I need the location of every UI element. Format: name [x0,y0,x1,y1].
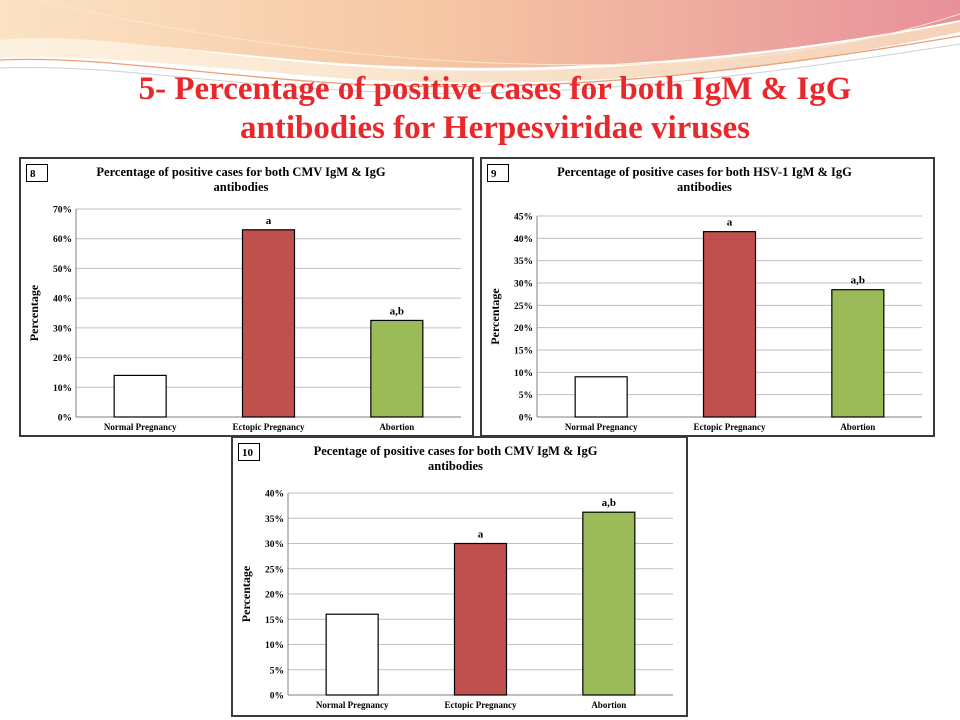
y-tick-label: 40% [265,490,284,500]
y-tick-label: 0% [270,692,284,702]
x-tick-label: Normal Pregnancy [316,700,389,710]
x-tick-label: Normal Pregnancy [104,422,177,432]
y-tick-label: 25% [514,302,533,312]
bar-normal-pregnancy [113,374,167,418]
y-axis-label: Percentage [488,288,502,345]
y-tick-label: 10% [514,369,533,379]
panel-number: 9 [487,164,509,182]
panel-number: 8 [26,164,48,182]
y-axis-label: Percentage [27,284,41,341]
x-tick-label: Normal Pregnancy [565,422,638,432]
bar-significance-label: a,b [602,497,616,509]
bar-ectopic-pregnancy [702,231,757,418]
y-tick-label: 20% [514,324,533,334]
x-tick-label: Abortion [840,422,875,432]
bar-normal-pregnancy [574,376,628,418]
bar-chart-10: 0% 5% 10% 15% 20% 25% 30% 35% 40% Percentage Norma… [239,490,673,710]
bar-abortion [582,511,636,696]
chart-title-line-2: antibodies [428,459,483,473]
chart-title-line-1: Pecentage of positive cases for both CMV… [313,444,598,458]
chart-title: Pecentage of positive cases for both CMV… [273,444,638,474]
y-tick-label: 30% [53,324,72,334]
y-tick-label: 45% [514,213,533,223]
slide-title: 5- Percentage of positive cases for both… [0,70,960,148]
bar-chart-8: 0% 10% 20% 30% 40% 50% 60% 70% Percentage Normal … [27,206,461,432]
y-tick-label: 25% [265,565,284,575]
y-tick-label: 35% [265,515,284,525]
y-tick-label: 20% [53,354,72,364]
y-tick-label: 10% [53,384,72,394]
bar-chart-9: 0% 5% 10% 15% 20% 25% 30% 35% 40% 45% Percentage No… [488,213,922,432]
y-tick-label: 30% [514,280,533,290]
y-tick-label: 5% [519,391,533,401]
y-axis-label: Percentage [239,565,253,622]
chart-panel-10: 0% 5% 10% 15% 20% 25% 30% 35% 40% Percentage Norma… [231,436,688,717]
y-tick-label: 15% [265,616,284,626]
y-tick-label: 0% [519,414,533,424]
chart-title: Percentage of positive cases for both HS… [522,165,887,195]
slide-title-line-2: antibodies for Herpesviridae viruses [240,110,750,146]
panel-number: 10 [238,443,260,461]
bar-significance-label: a,b [851,275,865,287]
bar-ectopic-pregnancy [453,542,508,696]
y-tick-label: 15% [514,347,533,357]
bar-ectopic-pregnancy [241,229,296,418]
y-tick-label: 30% [265,540,284,550]
chart-title-line-2: antibodies [677,180,732,194]
x-tick-label: Abortion [591,700,626,710]
chart-title-line-2: antibodies [213,180,269,194]
chart-panel-9: 0% 5% 10% 15% 20% 25% 30% 35% 40% 45% Percentage No… [480,157,935,437]
y-tick-label: 40% [53,295,72,305]
y-tick-label: 70% [53,206,72,216]
chart-title-line-1: Percentage of positive cases for both CM… [96,165,386,179]
x-tick-label: Ectopic Pregnancy [444,700,517,710]
bar-abortion [370,319,424,418]
y-tick-label: 35% [514,257,533,267]
y-tick-label: 50% [53,265,72,275]
chart-title: Percentage of positive cases for both CM… [61,165,421,195]
bar-significance-label: a [478,529,484,541]
y-tick-label: 40% [514,235,533,245]
bar-abortion [831,289,885,418]
y-tick-label: 0% [58,414,72,424]
x-tick-label: Ectopic Pregnancy [232,422,305,432]
slide-title-line-1: 5- Percentage of positive cases for both… [138,71,852,107]
chart-panel-8: 0% 10% 20% 30% 40% 50% 60% 70% Percentage Normal … [19,157,474,437]
bar-normal-pregnancy [325,613,379,696]
y-tick-label: 60% [53,235,72,245]
y-tick-label: 20% [265,591,284,601]
bar-significance-label: a,b [390,305,404,317]
bar-significance-label: a [727,217,733,229]
bar-significance-label: a [266,215,272,227]
x-tick-label: Abortion [379,422,414,432]
y-tick-label: 10% [265,641,284,651]
x-tick-label: Ectopic Pregnancy [693,422,766,432]
y-tick-label: 5% [270,666,284,676]
slide-banner-decoration [0,0,960,94]
chart-title-line-1: Percentage of positive cases for both HS… [557,165,852,179]
